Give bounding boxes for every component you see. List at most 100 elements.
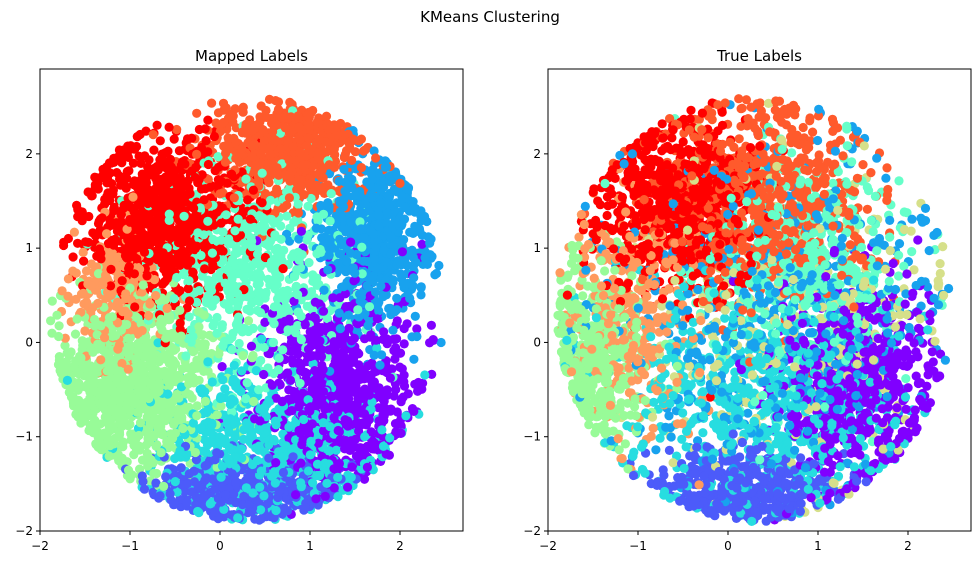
- scatter-point: [195, 330, 205, 340]
- scatter-point: [91, 440, 101, 450]
- scatter-point: [310, 297, 320, 307]
- scatter-point: [355, 217, 365, 227]
- scatter-point: [203, 147, 213, 157]
- scatter-point: [93, 269, 104, 279]
- scatter-point: [261, 105, 271, 116]
- scatter-point: [354, 360, 364, 370]
- scatter-point: [172, 272, 182, 283]
- scatter-point: [283, 368, 293, 378]
- scatter-point: [369, 350, 379, 360]
- scatter-point: [304, 258, 314, 268]
- scatter-point: [80, 326, 90, 336]
- scatter-point: [135, 464, 145, 474]
- scatter-point: [218, 375, 228, 385]
- scatter-point: [197, 384, 207, 394]
- scatter-point: [293, 208, 303, 218]
- scatter-point: [182, 260, 193, 270]
- scatter-point: [370, 367, 380, 377]
- scatter-point: [152, 120, 162, 130]
- scatter-point: [145, 436, 155, 447]
- scatter-point: [320, 491, 330, 501]
- scatter-point: [382, 207, 392, 217]
- scatter-point: [135, 418, 146, 428]
- scatter-point: [200, 396, 210, 406]
- scatter-point: [289, 271, 299, 282]
- scatter-point: [126, 141, 136, 151]
- scatter-point: [52, 310, 62, 320]
- scatter-point: [312, 273, 322, 283]
- scatter-point: [234, 338, 244, 349]
- scatter-point: [360, 308, 370, 318]
- scatter-point: [172, 124, 182, 135]
- scatter-point: [396, 269, 406, 279]
- scatter-point: [218, 246, 228, 256]
- scatter-point: [99, 172, 109, 183]
- scatter-point: [241, 394, 251, 404]
- scatter-point: [149, 145, 159, 155]
- scatter-point: [142, 428, 152, 438]
- scatter-point: [170, 453, 180, 464]
- scatter-point: [70, 329, 81, 339]
- scatter-point: [93, 298, 103, 308]
- scatter-point: [241, 277, 251, 287]
- scatter-point: [255, 308, 266, 318]
- scatter-point: [60, 341, 70, 351]
- scatter-point: [196, 250, 206, 261]
- scatter-point: [165, 489, 175, 499]
- scatter-point: [271, 96, 281, 106]
- scatter-point: [218, 227, 228, 237]
- scatter-point: [97, 383, 107, 393]
- scatter-point: [169, 498, 179, 508]
- scatter-point: [333, 425, 343, 436]
- scatter-point: [163, 146, 173, 156]
- scatter-point: [291, 281, 301, 291]
- figure-suptitle: KMeans Clustering: [420, 8, 560, 26]
- scatter-point: [325, 216, 335, 226]
- scatter-point: [161, 472, 171, 482]
- scatter-point: [203, 115, 213, 125]
- scatter-point: [129, 276, 139, 286]
- scatter-point: [363, 321, 373, 331]
- scatter-point: [420, 370, 430, 380]
- scatter-point: [335, 324, 345, 334]
- scatter-point: [212, 328, 222, 338]
- scatter-point: [241, 174, 251, 184]
- scatter-point: [363, 371, 373, 381]
- scatter-point: [285, 375, 296, 385]
- scatter-point: [324, 345, 334, 355]
- scatter-point: [182, 479, 192, 489]
- scatter-point: [201, 136, 211, 146]
- scatter-point: [322, 313, 332, 324]
- scatter-point: [72, 314, 82, 324]
- scatter-point: [403, 389, 413, 399]
- scatter-point: [205, 182, 215, 192]
- scatter-point: [207, 98, 217, 108]
- scatter-point: [62, 348, 72, 358]
- scatter-point: [385, 433, 395, 443]
- scatter-point: [377, 425, 387, 435]
- scatter-point: [399, 377, 409, 387]
- scatter-point: [409, 273, 419, 283]
- scatter-point: [77, 336, 87, 346]
- scatter-point: [233, 214, 243, 224]
- scatter-point: [284, 314, 294, 324]
- scatter-point: [144, 155, 154, 165]
- scatter-point: [192, 108, 202, 118]
- scatter-points: [46, 94, 446, 525]
- scatter-point: [341, 265, 351, 275]
- scatter-point: [294, 234, 304, 244]
- scatter-point: [143, 452, 153, 462]
- scatter-point: [363, 361, 373, 371]
- scatter-point: [233, 312, 244, 322]
- scatter-point: [54, 355, 64, 365]
- scatter-point: [426, 320, 436, 330]
- scatter-point: [100, 199, 110, 209]
- scatter-point: [218, 188, 228, 198]
- scatter-point: [114, 261, 124, 271]
- scatter-point: [329, 144, 339, 154]
- scatter-point: [368, 271, 378, 281]
- scatter-point: [125, 406, 135, 416]
- scatter-point: [349, 350, 359, 360]
